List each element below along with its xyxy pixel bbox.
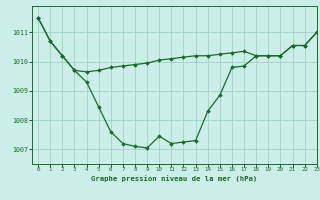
X-axis label: Graphe pression niveau de la mer (hPa): Graphe pression niveau de la mer (hPa): [91, 175, 258, 182]
